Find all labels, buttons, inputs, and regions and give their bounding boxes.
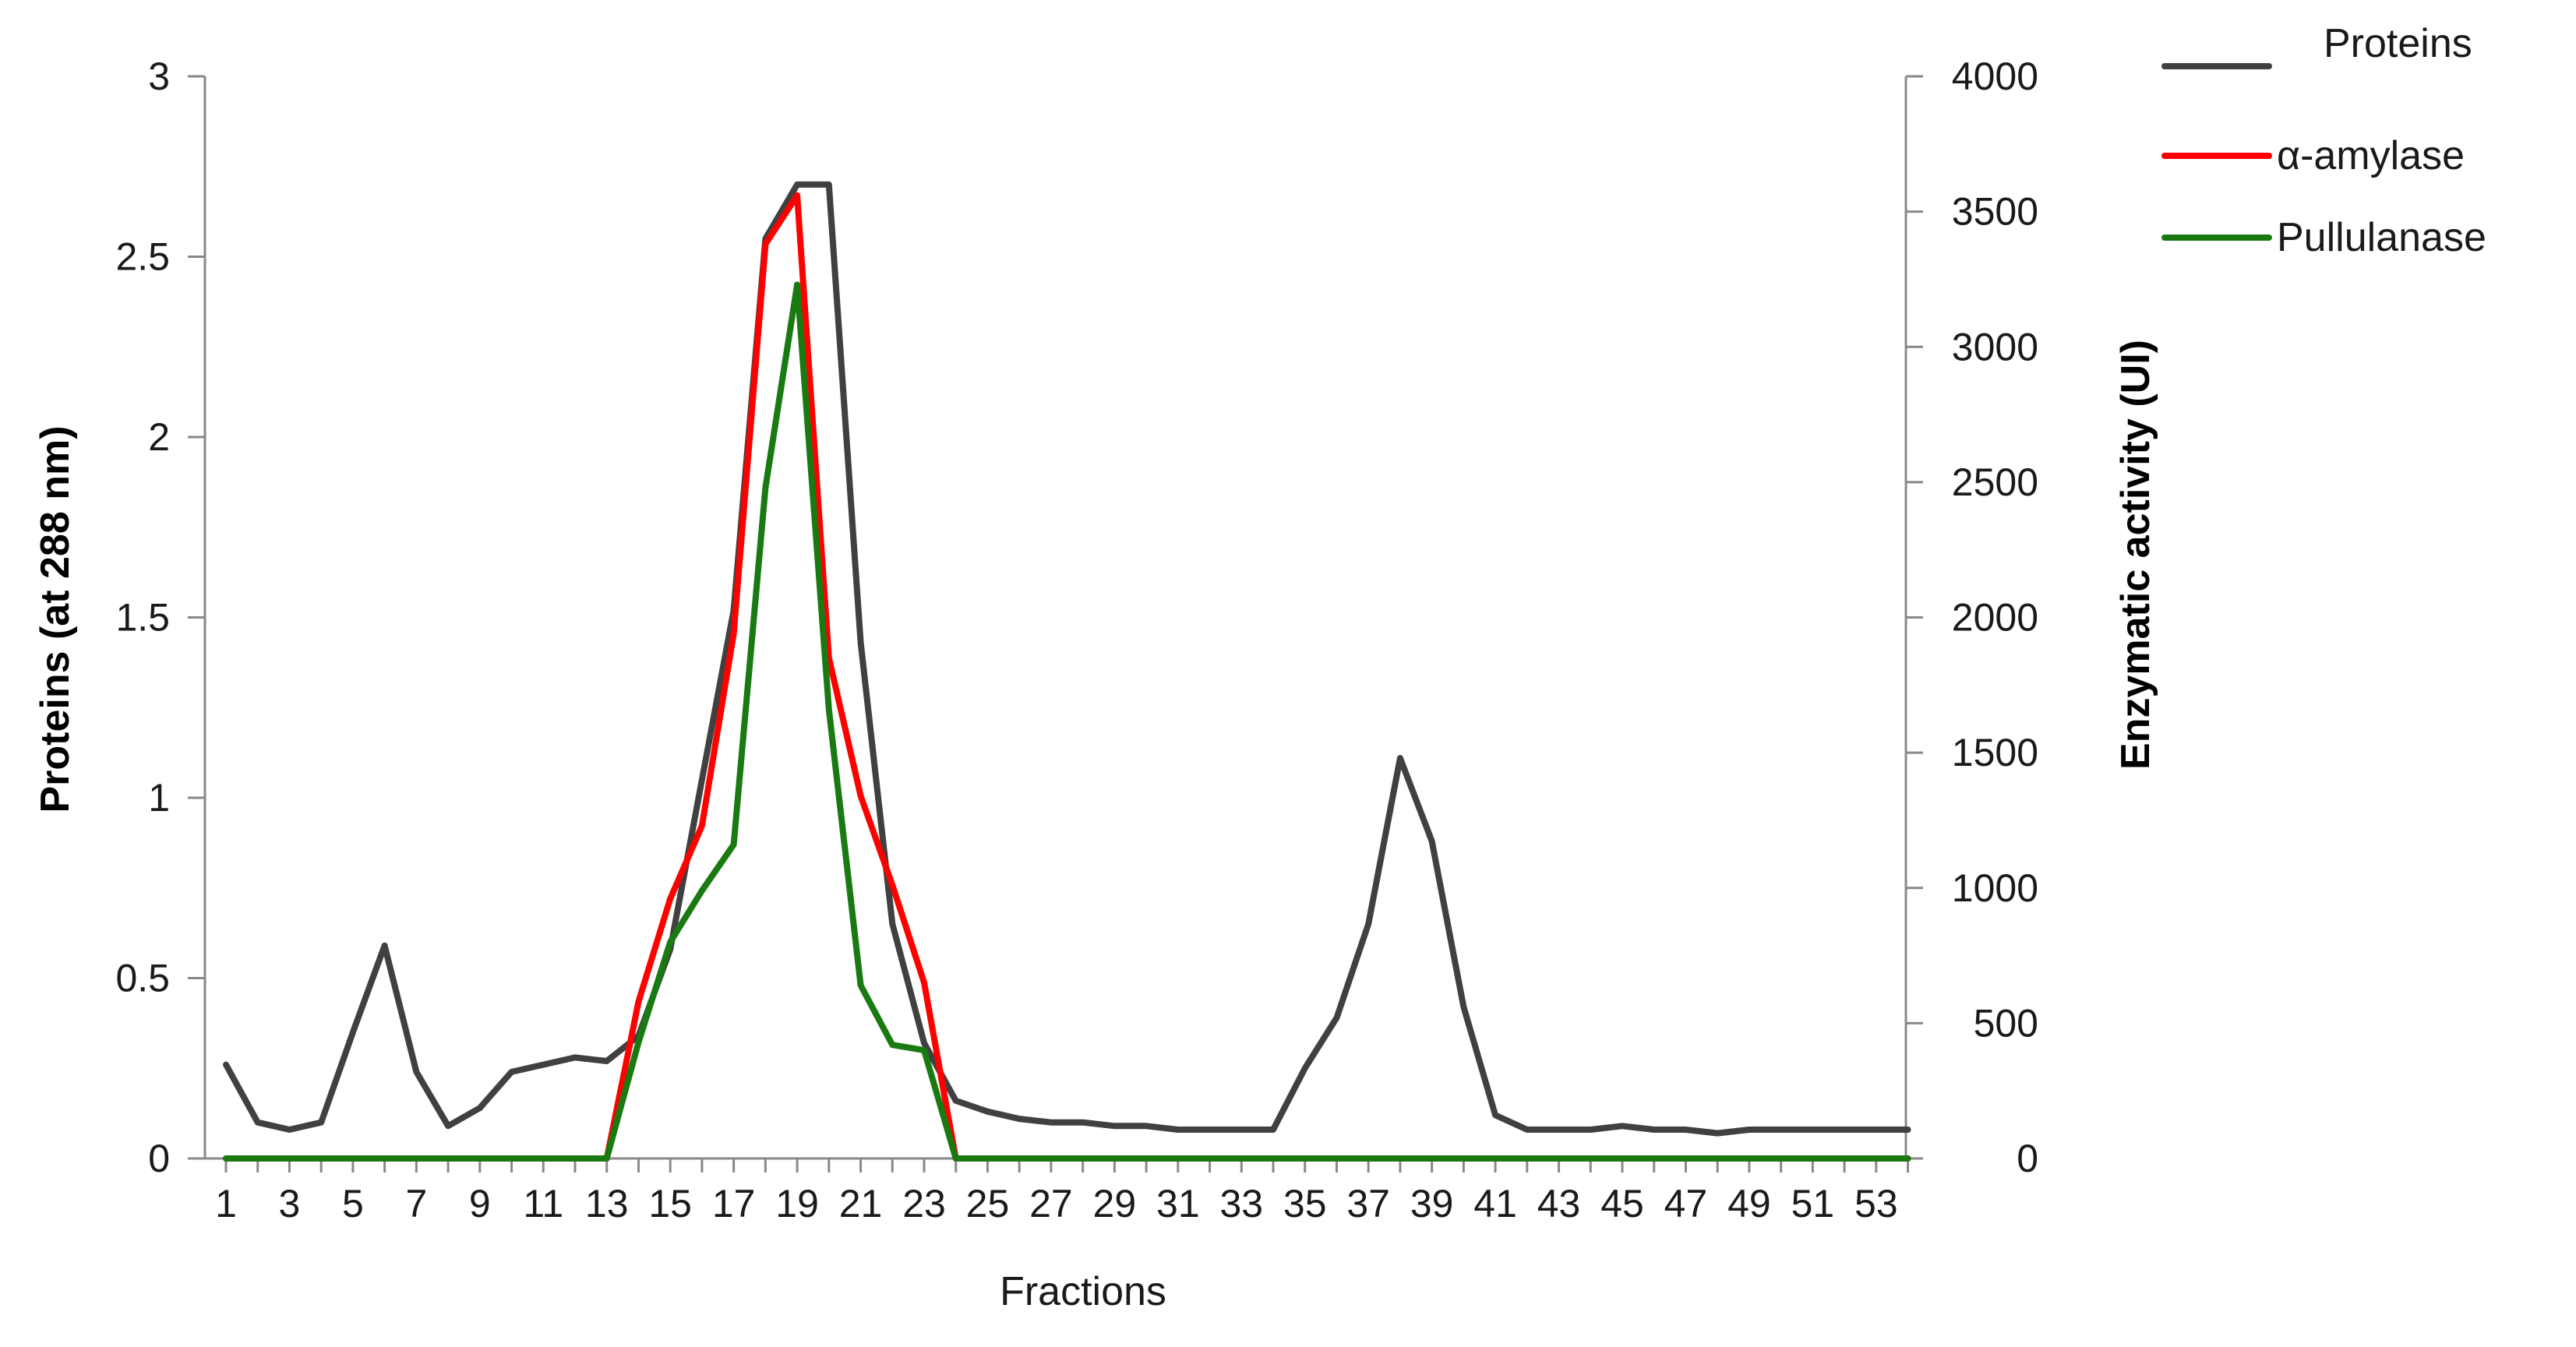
axes	[203, 76, 1907, 1160]
right-y-tick-label: 500	[1974, 1001, 2038, 1045]
legend: Proteins α-amylase Pullulanase	[2161, 21, 2486, 260]
left-y-axis-ticks: 0 0.5 1 1.5 2 2.5 3	[115, 55, 205, 1180]
x-tick-label: 47	[1664, 1182, 1708, 1225]
left-y-axis-title: Proteins (at 288 nm)	[33, 425, 78, 813]
x-tick-label: 9	[469, 1182, 491, 1225]
x-tick-label: 5	[342, 1182, 364, 1225]
right-y-tick-label: 1000	[1952, 866, 2038, 910]
right-y-axis-title: Enzymatic activity (UI)	[2113, 340, 2158, 770]
x-tick-label: 49	[1727, 1182, 1771, 1225]
left-y-tick-label: 1	[148, 776, 170, 820]
x-tick-label: 51	[1791, 1182, 1835, 1225]
x-tick-label: 27	[1029, 1182, 1073, 1225]
left-y-tick-label: 0.5	[115, 957, 170, 1000]
x-tick-label: 15	[648, 1182, 692, 1225]
right-y-tick-label: 1500	[1952, 731, 2038, 774]
x-tick-label: 39	[1410, 1182, 1454, 1225]
x-tick-label: 17	[712, 1182, 756, 1225]
left-y-tick-label: 3	[148, 55, 170, 98]
left-y-tick-label: 2	[148, 415, 170, 459]
x-tick-label: 33	[1219, 1182, 1263, 1225]
legend-label-amylase: α-amylase	[2277, 133, 2465, 178]
left-y-tick-label: 2.5	[115, 235, 170, 279]
legend-label-proteins: Proteins	[2324, 21, 2472, 66]
left-y-tick-label: 1.5	[115, 596, 170, 640]
x-tick-label: 45	[1600, 1182, 1644, 1225]
series-line-amylase	[223, 192, 1911, 1162]
x-tick-label: 53	[1854, 1182, 1898, 1225]
x-tick-label: 7	[405, 1182, 427, 1225]
x-tick-label: 37	[1346, 1182, 1390, 1225]
legend-label-pullulanase: Pullulanase	[2277, 215, 2486, 260]
x-tick-label: 31	[1156, 1182, 1200, 1225]
x-tick-label: 25	[966, 1182, 1010, 1225]
x-tick-label: 21	[839, 1182, 883, 1225]
x-tick-label: 29	[1093, 1182, 1137, 1225]
right-y-tick-label: 3000	[1952, 325, 2038, 368]
left-y-tick-label: 0	[148, 1137, 170, 1180]
series-lines	[223, 181, 1911, 1162]
right-y-tick-label: 2000	[1952, 596, 2038, 640]
series-line-pullulanase	[223, 281, 1911, 1162]
x-tick-label: 43	[1537, 1182, 1581, 1225]
x-tick-label: 23	[902, 1182, 946, 1225]
right-y-axis-ticks: 0 500 1000 1500 2000 2500 3000 3500 4000	[1906, 55, 2038, 1180]
series-line-proteins	[223, 181, 1911, 1137]
right-y-tick-label: 4000	[1952, 55, 2038, 98]
right-y-tick-label: 2500	[1952, 460, 2038, 504]
x-tick-label: 1	[215, 1182, 237, 1225]
x-tick-label: 13	[585, 1182, 629, 1225]
right-y-tick-label: 3500	[1952, 190, 2038, 234]
x-tick-label: 19	[775, 1182, 819, 1225]
x-tick-label: 41	[1473, 1182, 1517, 1225]
x-axis-title: Fractions	[1000, 1269, 1166, 1314]
x-tick-label: 35	[1283, 1182, 1327, 1225]
x-tick-label: 3	[279, 1182, 301, 1225]
x-axis-ticks: 1 3 5 7 9 11 13 15 17 19 21 23 25 27 29 31 33 35 37 39 41 43 4…	[215, 1158, 1910, 1225]
right-y-tick-label: 0	[2017, 1137, 2038, 1180]
x-tick-label: 11	[523, 1182, 563, 1225]
